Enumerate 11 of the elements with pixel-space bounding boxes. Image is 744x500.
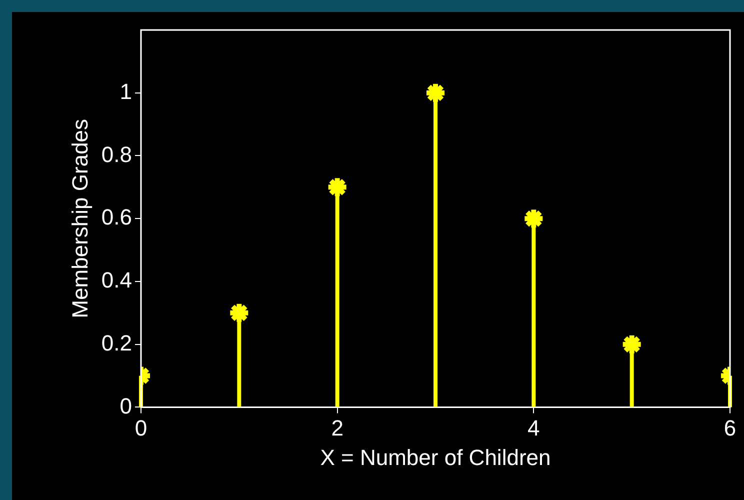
y-tick-label: 0 <box>120 393 132 418</box>
x-tick-label: 4 <box>528 415 540 440</box>
x-axis-title: X = Number of Children <box>320 444 551 470</box>
y-tick-label: 0.4 <box>101 268 132 293</box>
y-tick-label: 0.2 <box>101 330 132 356</box>
x-tick-label: 6 <box>724 415 736 440</box>
y-axis-title: Membership Grades <box>67 118 92 318</box>
y-tick-label: 0.6 <box>101 204 132 230</box>
y-tick-label: 1 <box>120 78 132 104</box>
x-tick-label: 2 <box>331 415 344 440</box>
y-tick-label: 0.8 <box>101 142 132 167</box>
